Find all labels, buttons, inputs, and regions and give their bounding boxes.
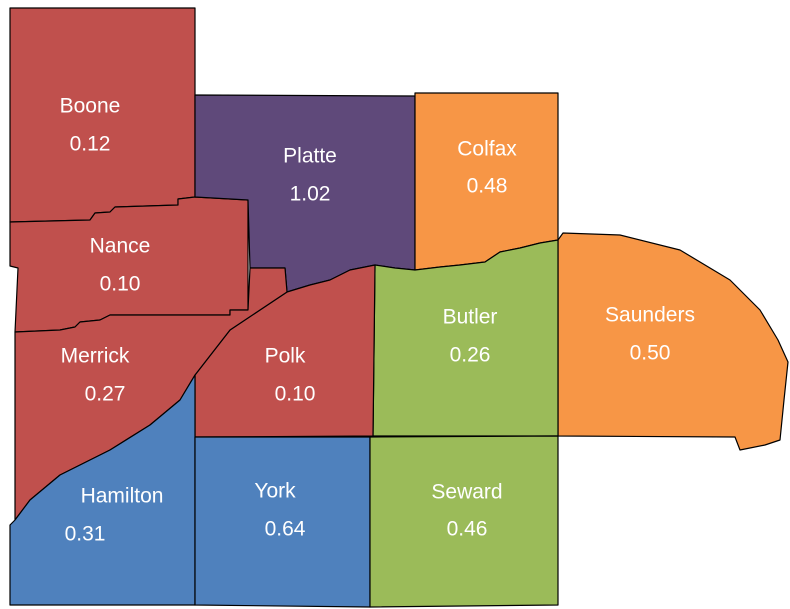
county-value: 0.10 bbox=[100, 273, 141, 296]
county-name: Colfax bbox=[457, 138, 517, 161]
county bbox=[369, 435, 559, 608]
county bbox=[557, 232, 789, 451]
county-value: 0.12 bbox=[70, 133, 111, 156]
county-name: Merrick bbox=[61, 345, 130, 368]
county-value: 0.48 bbox=[467, 175, 508, 198]
county-value: 0.31 bbox=[65, 523, 106, 546]
county-name: Saunders bbox=[605, 304, 695, 327]
county bbox=[372, 239, 559, 437]
county-value: 0.10 bbox=[275, 383, 316, 406]
county-value: 0.46 bbox=[447, 518, 488, 541]
county-name: Boone bbox=[60, 95, 121, 118]
county-value: 0.26 bbox=[450, 344, 491, 367]
county-name: Nance bbox=[90, 235, 151, 258]
county-name: Platte bbox=[283, 145, 337, 168]
county-value: 0.64 bbox=[265, 518, 306, 541]
county-name: York bbox=[254, 480, 296, 503]
county-value: 0.27 bbox=[85, 383, 126, 406]
county-name: Seward bbox=[431, 481, 502, 504]
county bbox=[9, 374, 196, 606]
county-value: 1.02 bbox=[290, 183, 331, 206]
county-name: Polk bbox=[265, 345, 306, 368]
county-name: Hamilton bbox=[81, 485, 164, 508]
county-name: Butler bbox=[443, 306, 498, 329]
county-value: 0.50 bbox=[630, 342, 671, 365]
